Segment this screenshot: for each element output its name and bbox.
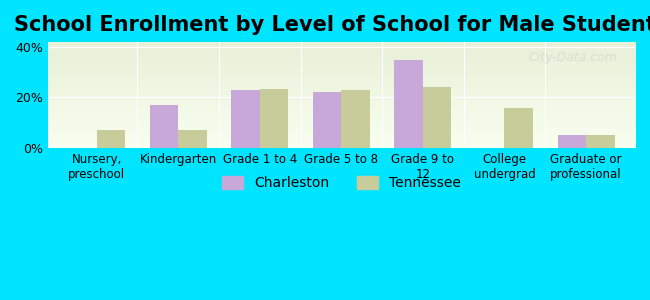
Bar [313, 92, 341, 148]
Bar [150, 105, 178, 148]
Text: City-Data.com: City-Data.com [528, 51, 618, 64]
Bar [231, 90, 260, 148]
Bar [423, 87, 452, 148]
Bar [341, 90, 370, 148]
Bar [395, 60, 423, 148]
Bar [178, 130, 207, 148]
Bar [558, 135, 586, 148]
Bar [586, 135, 615, 148]
Title: School Enrollment by Level of School for Male Students: School Enrollment by Level of School for… [14, 15, 650, 35]
Bar [504, 108, 533, 148]
Legend: Charleston, Tennessee: Charleston, Tennessee [216, 171, 466, 196]
Bar [260, 89, 289, 148]
Bar [97, 130, 125, 148]
